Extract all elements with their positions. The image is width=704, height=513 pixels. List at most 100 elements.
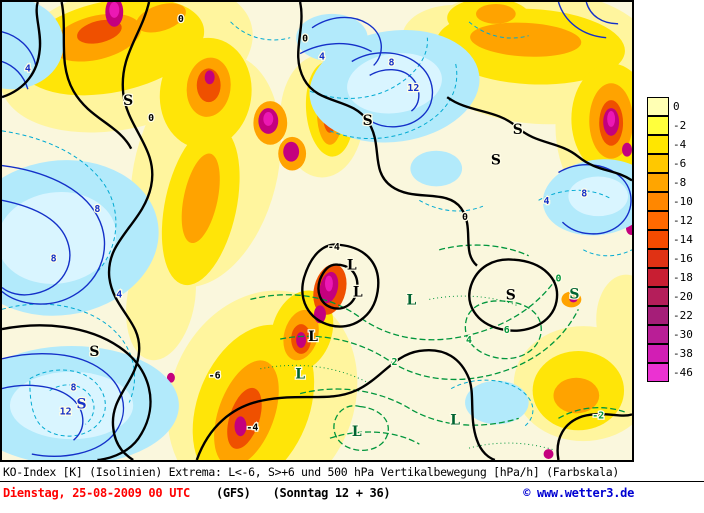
legend-value-label: -46 (673, 366, 693, 379)
legend-color-swatch (647, 115, 669, 135)
legend-color-swatch (647, 343, 669, 363)
contour-label: 4 (544, 196, 550, 207)
legend-entry: -8 (647, 172, 693, 192)
contour-label: 0 (148, 113, 154, 124)
contour-label: 0 (462, 212, 468, 223)
extremum-letter: S (363, 113, 373, 129)
legend-value-label: -14 (673, 233, 693, 246)
extremum-letter: L (353, 284, 363, 300)
legend-color-swatch (647, 191, 669, 211)
map-area: S S S S S S S S L L L L L L L 8 8 4 8 12 4 8 12 8 4 4 0 0 0 0 -4 -6 -4 6 4… (0, 0, 634, 462)
green-dotted-isolines (260, 295, 555, 451)
contour-label: 8 (389, 57, 395, 68)
contour-label: 0 (302, 34, 308, 45)
contour-label: 4 (466, 335, 472, 346)
caption-footer: Dienstag, 25-08-2009 00 UTC (GFS) (Sonnt… (3, 486, 634, 500)
legend-value-label: 0 (673, 100, 680, 113)
legend-value-label: -6 (673, 157, 687, 170)
extremum-letter: S (76, 396, 86, 412)
legend-color-swatch (647, 324, 669, 344)
contour-label: 8 (94, 204, 100, 215)
legend-value-label: -16 (673, 252, 693, 265)
legend-color-swatch (647, 172, 669, 192)
legend-color-swatch (647, 267, 669, 287)
extremum-letter: L (407, 292, 417, 308)
contour-label: -2 (592, 410, 604, 421)
contour-label: -4 (246, 422, 258, 433)
legend-entry: -38 (647, 343, 693, 363)
legend-value-label: -12 (673, 214, 693, 227)
map-title: KO-Index [K] (Isolinien) Extrema: L<-6, … (3, 465, 619, 479)
legend-value-label: -4 (673, 138, 687, 151)
legend-color-swatch (647, 362, 669, 382)
contour-label: 4 (319, 52, 325, 63)
legend-value-label: -30 (673, 328, 693, 341)
contour-label: 8 (581, 188, 587, 199)
legend-entry: -30 (647, 324, 693, 344)
caption-divider (0, 481, 704, 482)
contour-label: 0 (555, 274, 561, 285)
contour-label: 4 (116, 289, 122, 300)
extremum-letter: L (347, 258, 357, 274)
extremum-letter: S (123, 93, 133, 109)
legend-value-label: -38 (673, 347, 693, 360)
bright-magenta-fill-layer (109, 2, 616, 292)
legend-value-label: -2 (673, 119, 687, 132)
legend-entry: -18 (647, 267, 693, 287)
legend-value-label: -18 (673, 271, 693, 284)
contour-label: -4 (328, 242, 340, 253)
valid-time-label: (Sonntag 12 + 36) (272, 486, 391, 500)
contour-label: 4 (25, 63, 31, 74)
legend-value-label: -20 (673, 290, 693, 303)
color-scale-legend: 0 -2 -4 -6 -8 -10 -12 -14 -16 -18 -20 -22 -30 -38 -46 (647, 96, 693, 382)
contour-label: 12 (407, 83, 419, 94)
run-datetime: Dienstag, 25-08-2009 00 UTC (3, 486, 190, 500)
extremum-letter: S (569, 286, 579, 302)
contour-label: 2 (392, 357, 398, 368)
legend-entry: -46 (647, 362, 693, 382)
legend-color-swatch (647, 134, 669, 154)
legend-color-swatch (647, 229, 669, 249)
extremum-letter: L (450, 412, 460, 428)
legend-color-swatch (647, 153, 669, 173)
legend-entry: -14 (647, 229, 693, 249)
legend-entry: -6 (647, 153, 693, 173)
model-label: (GFS) (215, 486, 251, 500)
extremum-letter: L (295, 367, 305, 383)
legend-entry: -4 (647, 134, 693, 154)
legend-value-label: -10 (673, 195, 693, 208)
cyan-isolines (2, 21, 632, 437)
contour-label: -6 (209, 371, 221, 382)
contour-label: 12 (60, 406, 72, 417)
green-isolines (250, 244, 627, 452)
legend-entry: -20 (647, 286, 693, 306)
legend-entry: -10 (647, 191, 693, 211)
legend-value-label: -22 (673, 309, 693, 322)
copyright: © www.wetter3.de (523, 486, 634, 500)
contour-label: 6 (504, 325, 510, 336)
legend-entry: 0 (647, 96, 693, 116)
legend-color-swatch (647, 96, 669, 116)
contour-label: 8 (51, 254, 57, 265)
legend-color-swatch (647, 286, 669, 306)
extremum-letter: S (513, 122, 523, 138)
legend-color-swatch (647, 248, 669, 268)
extremum-letter: S (491, 153, 501, 169)
black-isolines (2, 2, 632, 460)
legend-entry: -16 (647, 248, 693, 268)
extremum-letter: L (308, 329, 318, 345)
extremum-letter: S (89, 344, 99, 360)
legend-entry: -12 (647, 210, 693, 230)
legend-entry: -22 (647, 305, 693, 325)
legend-value-label: -8 (673, 176, 687, 189)
extremum-letter: S (506, 287, 516, 303)
contour-label: 0 (178, 14, 184, 25)
extremum-letter: L (352, 424, 362, 440)
legend-color-swatch (647, 305, 669, 325)
legend-color-swatch (647, 210, 669, 230)
legend-entry: -2 (647, 115, 693, 135)
contour-label: 8 (71, 383, 77, 394)
